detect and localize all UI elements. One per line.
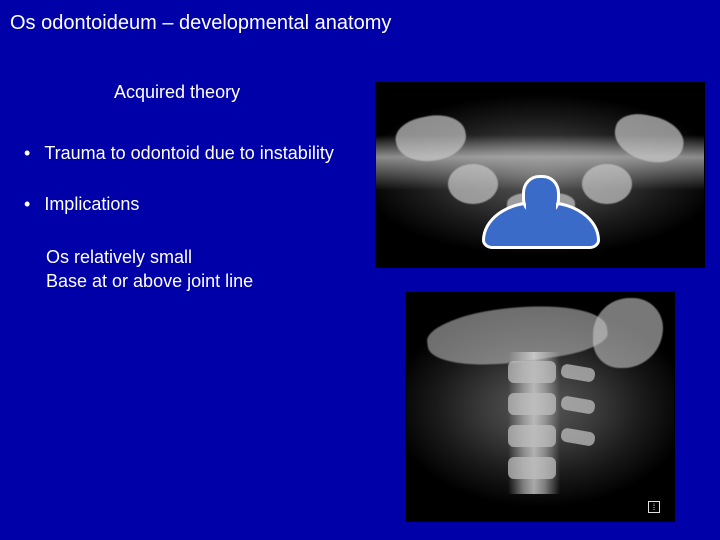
vertebra	[508, 425, 556, 447]
sub-bullet-group: Os relatively small Base at or above joi…	[46, 245, 352, 294]
bullet-list: • Trauma to odontoid due to instability …	[22, 142, 352, 293]
slide-title: Os odontoideum – developmental anatomy	[10, 12, 391, 35]
overlay-join	[526, 203, 556, 217]
vertebra	[508, 361, 556, 383]
ct-image-coronal	[375, 82, 705, 268]
vertebra	[508, 393, 556, 415]
ct-image-sagittal: ⁞	[405, 292, 675, 522]
bullet-text: Trauma to odontoid due to instability	[44, 142, 352, 165]
sub-bullet-text: Os relatively small	[46, 245, 352, 269]
bullet-text: Implications	[44, 193, 352, 216]
vertebra	[508, 457, 556, 479]
bullet-item: • Trauma to odontoid due to instability	[22, 142, 352, 165]
sub-bullet-text: Base at or above joint line	[46, 269, 352, 293]
image-corner-marker: ⁞	[648, 501, 660, 513]
bullet-item: • Implications	[22, 193, 352, 216]
bullet-marker: •	[24, 193, 30, 216]
bone-region	[582, 164, 632, 204]
slide-subtitle: Acquired theory	[114, 82, 240, 103]
bone-region	[448, 164, 498, 204]
bullet-marker: •	[24, 142, 30, 165]
